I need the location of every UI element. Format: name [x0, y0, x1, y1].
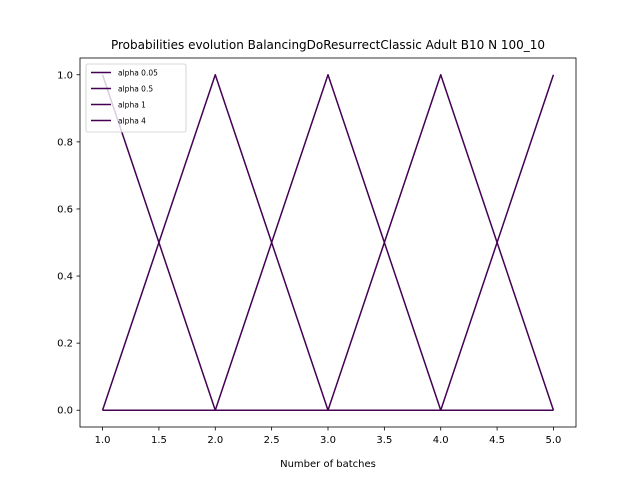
x-tick-label: 4.0	[433, 435, 449, 446]
x-axis-title: Number of batches	[280, 459, 376, 470]
x-tick-label: 5.0	[546, 435, 562, 446]
y-tick-label: 0.6	[57, 204, 73, 215]
x-tick-label: 3.0	[320, 435, 336, 446]
y-axis: 0.0 0.2 0.4 0.6 0.8 1.0	[57, 70, 80, 417]
legend: alpha 0.05 alpha 0.5 alpha 1 alpha 4	[85, 63, 187, 133]
legend-label: alpha 4	[118, 117, 146, 126]
x-tick-label: 1.5	[151, 435, 167, 446]
legend-label: alpha 0.05	[118, 69, 158, 78]
x-axis: 1.0 1.5 2.0 2.5 3.0 3.5 4.0 4.5 5.0	[95, 427, 562, 446]
y-tick-label: 0.8	[57, 137, 73, 148]
y-tick-label: 1.0	[57, 70, 73, 81]
x-tick-label: 4.5	[489, 435, 505, 446]
legend-box	[85, 63, 187, 133]
x-tick-label: 2.0	[207, 435, 223, 446]
x-tick-label: 3.5	[376, 435, 392, 446]
y-tick-label: 0.0	[57, 406, 73, 417]
series-line-5	[102, 74, 555, 411]
chart-title: Probabilities evolution BalancingDoResur…	[111, 38, 545, 52]
y-tick-label: 0.4	[57, 272, 73, 283]
legend-label: alpha 1	[118, 101, 146, 110]
y-tick-label: 0.2	[57, 339, 73, 350]
x-tick-label: 2.5	[264, 435, 280, 446]
x-tick-label: 1.0	[95, 435, 111, 446]
series-layer	[101, 74, 555, 411]
legend-label: alpha 0.5	[118, 85, 153, 94]
